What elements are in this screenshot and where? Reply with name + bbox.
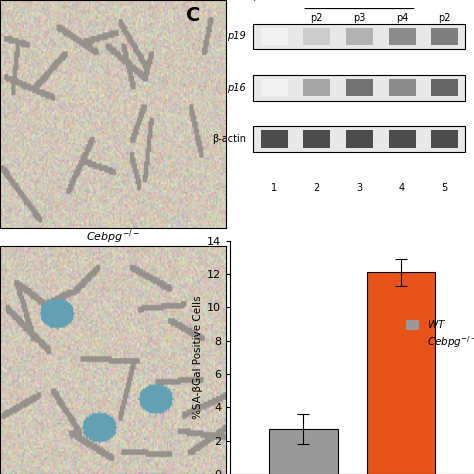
Text: 1: 1 xyxy=(271,183,277,193)
Text: p3: p3 xyxy=(353,13,365,23)
Text: 3: 3 xyxy=(356,183,363,193)
FancyBboxPatch shape xyxy=(389,79,416,96)
Legend: $\mathbf{\it{WT}}$, $\mathbf{\it{Cebpg}^{-/-}}$: $\mathbf{\it{WT}}$, $\mathbf{\it{Cebpg}^… xyxy=(403,315,474,353)
FancyBboxPatch shape xyxy=(254,126,465,152)
Text: C: C xyxy=(186,7,201,26)
FancyBboxPatch shape xyxy=(303,130,330,147)
Bar xyxy=(367,273,435,474)
Text: p4: p4 xyxy=(396,13,408,23)
FancyBboxPatch shape xyxy=(254,24,465,49)
FancyBboxPatch shape xyxy=(261,79,288,96)
FancyBboxPatch shape xyxy=(389,28,416,45)
Text: p16: p16 xyxy=(228,82,246,93)
FancyBboxPatch shape xyxy=(303,28,330,45)
Text: 2: 2 xyxy=(314,183,320,193)
FancyBboxPatch shape xyxy=(431,130,458,147)
Text: β-actin: β-actin xyxy=(212,134,246,144)
FancyBboxPatch shape xyxy=(346,28,373,45)
Title: $\mathbf{\it{Cebpg}^{-/-}}$: $\mathbf{\it{Cebpg}^{-/-}}$ xyxy=(85,228,140,246)
Text: $p16^{-/-}/19^{-/-}$: $p16^{-/-}/19^{-/-}$ xyxy=(248,0,300,4)
FancyBboxPatch shape xyxy=(431,79,458,96)
FancyBboxPatch shape xyxy=(346,79,373,96)
Text: 5: 5 xyxy=(442,183,448,193)
Text: p2: p2 xyxy=(310,13,323,23)
Text: p19: p19 xyxy=(228,31,246,41)
Text: 4: 4 xyxy=(399,183,405,193)
FancyBboxPatch shape xyxy=(431,28,458,45)
Text: p2: p2 xyxy=(438,13,451,23)
FancyBboxPatch shape xyxy=(261,28,288,45)
Bar xyxy=(269,429,337,474)
FancyBboxPatch shape xyxy=(303,79,330,96)
FancyBboxPatch shape xyxy=(346,130,373,147)
FancyBboxPatch shape xyxy=(261,130,288,147)
FancyBboxPatch shape xyxy=(254,75,465,100)
Y-axis label: %SA-βGal Positive Cells: %SA-βGal Positive Cells xyxy=(193,295,203,419)
FancyBboxPatch shape xyxy=(389,130,416,147)
